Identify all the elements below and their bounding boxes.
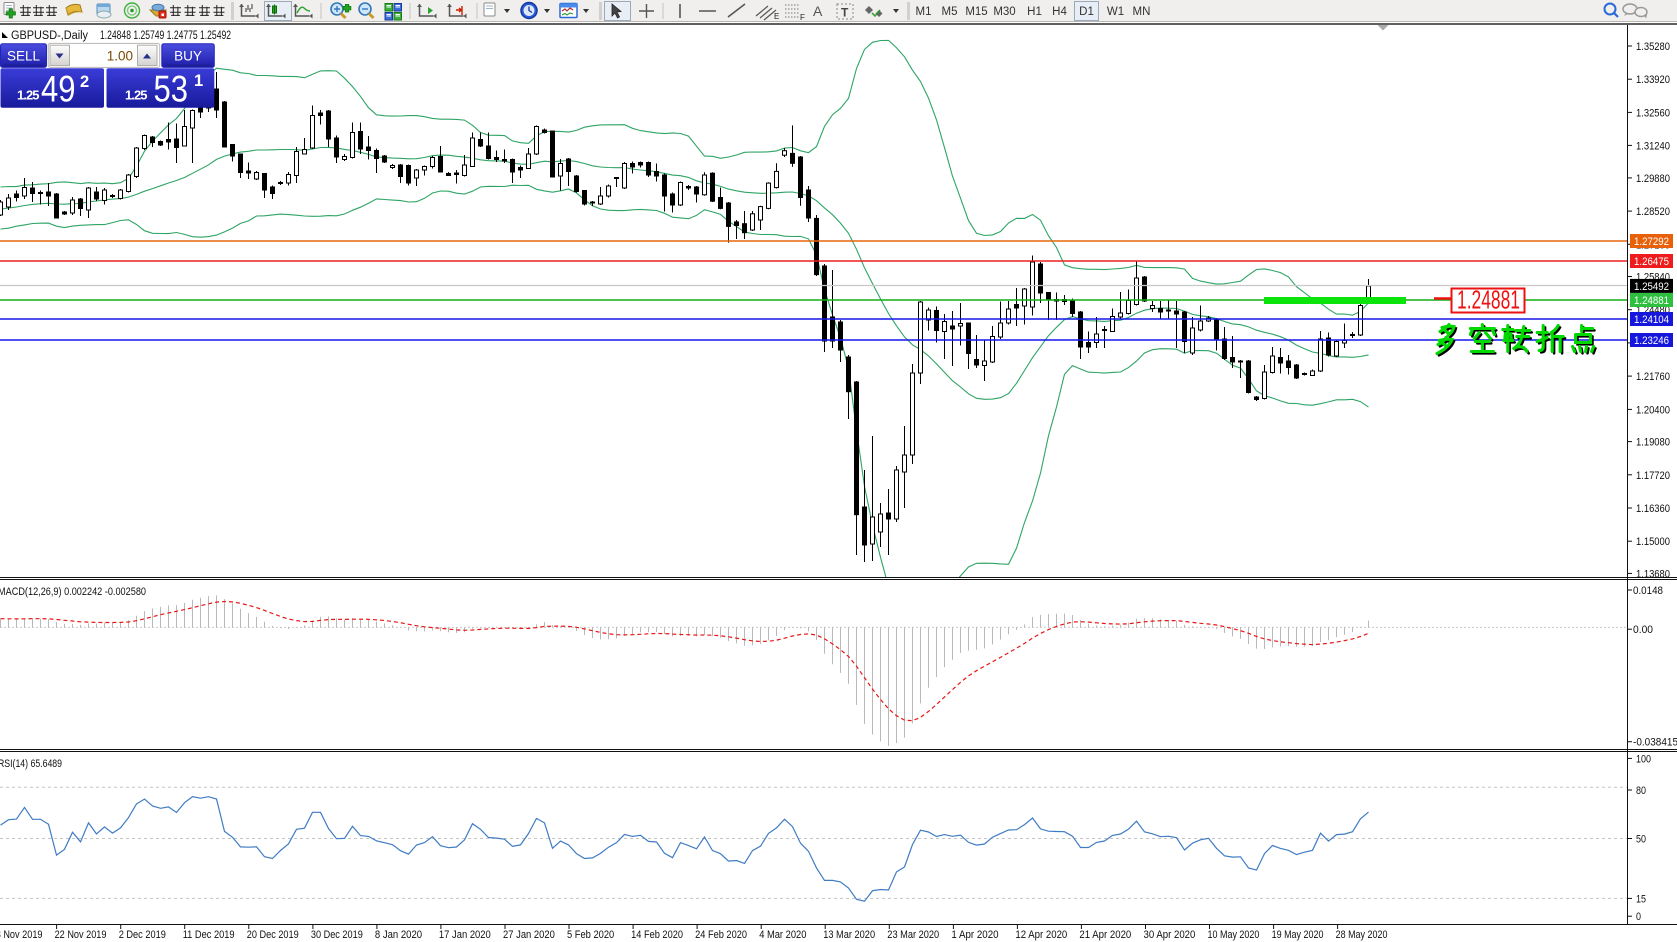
- svg-text:1.26475: 1.26475: [1634, 256, 1669, 268]
- svg-text:1.33920: 1.33920: [1636, 74, 1670, 86]
- svg-text:24 Feb 2020: 24 Feb 2020: [695, 929, 747, 941]
- svg-text:100: 100: [1636, 753, 1651, 765]
- svg-text:5 Feb 2020: 5 Feb 2020: [567, 929, 614, 941]
- svg-text:21 Apr 2020: 21 Apr 2020: [1079, 929, 1131, 941]
- svg-text:2: 2: [80, 73, 89, 91]
- svg-text:1.25492: 1.25492: [1634, 281, 1669, 293]
- svg-text:10 May 2020: 10 May 2020: [1208, 929, 1260, 941]
- svg-text:1.24881: 1.24881: [1457, 285, 1520, 315]
- svg-text:M15: M15: [965, 6, 987, 18]
- svg-text:M30: M30: [993, 6, 1015, 18]
- svg-text:11 Dec 2019: 11 Dec 2019: [183, 929, 235, 941]
- svg-text:49: 49: [41, 68, 76, 110]
- svg-text:53: 53: [154, 68, 189, 110]
- svg-text:W1: W1: [1107, 6, 1124, 18]
- svg-text:50: 50: [1636, 834, 1646, 846]
- svg-text:1.27292: 1.27292: [1634, 236, 1669, 248]
- svg-text:20 Dec 2019: 20 Dec 2019: [247, 929, 299, 941]
- svg-text:MN: MN: [1133, 6, 1151, 18]
- svg-text:30 Dec 2019: 30 Dec 2019: [311, 929, 363, 941]
- svg-text:A: A: [813, 3, 823, 19]
- svg-text:1.28520: 1.28520: [1636, 206, 1670, 218]
- svg-text:1.21760: 1.21760: [1636, 371, 1670, 383]
- svg-text:23 Mar 2020: 23 Mar 2020: [887, 929, 939, 941]
- svg-text:1.15000: 1.15000: [1636, 536, 1670, 548]
- svg-text:1.13680: 1.13680: [1636, 568, 1670, 580]
- svg-text:0.0148: 0.0148: [1633, 585, 1663, 597]
- svg-text:M5: M5: [942, 6, 958, 18]
- svg-text:14 Feb 2020: 14 Feb 2020: [631, 929, 683, 941]
- svg-text:1.32560: 1.32560: [1636, 107, 1670, 119]
- svg-text:13 Nov 2019: 13 Nov 2019: [0, 929, 43, 941]
- svg-text:22 Nov 2019: 22 Nov 2019: [55, 929, 107, 941]
- svg-text:-0.038415: -0.038415: [1633, 737, 1677, 749]
- svg-text:0.00: 0.00: [1633, 624, 1653, 636]
- svg-text:SELL: SELL: [7, 49, 41, 64]
- svg-text:D1: D1: [1079, 6, 1094, 18]
- svg-text:2 Dec 2019: 2 Dec 2019: [119, 929, 166, 941]
- svg-text:28 May 2020: 28 May 2020: [1336, 929, 1388, 941]
- svg-text:13 Mar 2020: 13 Mar 2020: [823, 929, 875, 941]
- svg-text:1 Apr 2020: 1 Apr 2020: [951, 929, 998, 941]
- svg-text:1: 1: [194, 72, 203, 90]
- svg-text:27 Jan 2020: 27 Jan 2020: [503, 929, 555, 941]
- svg-text:BUY: BUY: [174, 49, 202, 64]
- svg-text:15: 15: [1636, 893, 1646, 905]
- svg-text:T: T: [841, 6, 849, 20]
- svg-text:17 Jan 2020: 17 Jan 2020: [439, 929, 491, 941]
- svg-text:1.19080: 1.19080: [1636, 437, 1670, 449]
- svg-text:1.25: 1.25: [125, 88, 148, 103]
- svg-text:GBPUSD-,Daily: GBPUSD-,Daily: [11, 30, 88, 42]
- svg-text:1.25: 1.25: [17, 88, 40, 103]
- svg-text:1.16360: 1.16360: [1636, 503, 1670, 515]
- svg-text:1.24104: 1.24104: [1634, 314, 1669, 326]
- svg-text:80: 80: [1636, 785, 1646, 797]
- svg-text:1.31240: 1.31240: [1636, 140, 1670, 152]
- svg-text:E: E: [774, 12, 779, 21]
- svg-text:1.20400: 1.20400: [1636, 404, 1670, 416]
- svg-text:RSI(14) 65.6489: RSI(14) 65.6489: [0, 758, 62, 770]
- svg-text:H4: H4: [1052, 6, 1067, 18]
- svg-text:1.00: 1.00: [107, 48, 133, 63]
- svg-text:8 Jan 2020: 8 Jan 2020: [375, 929, 422, 941]
- svg-text:1.24848 1.25749 1.24775 1.2549: 1.24848 1.25749 1.24775 1.25492: [100, 30, 231, 42]
- svg-text:1.23246: 1.23246: [1634, 335, 1669, 347]
- svg-text:M1: M1: [916, 6, 932, 18]
- svg-text:1.29880: 1.29880: [1636, 173, 1670, 185]
- svg-text:12 Apr 2020: 12 Apr 2020: [1015, 929, 1067, 941]
- svg-text:19 May 2020: 19 May 2020: [1272, 929, 1324, 941]
- svg-text:F: F: [800, 13, 805, 22]
- svg-text:1.24881: 1.24881: [1634, 295, 1669, 307]
- svg-text:4 Mar 2020: 4 Mar 2020: [759, 929, 806, 941]
- svg-text:1.35280: 1.35280: [1636, 41, 1670, 53]
- svg-text:MACD(12,26,9) 0.002242 -0.0025: MACD(12,26,9) 0.002242 -0.002580: [0, 586, 146, 598]
- svg-text:H1: H1: [1027, 6, 1042, 18]
- svg-text:30 Apr 2020: 30 Apr 2020: [1144, 929, 1196, 941]
- svg-text:1.17720: 1.17720: [1636, 470, 1670, 482]
- svg-text:0: 0: [1636, 911, 1641, 923]
